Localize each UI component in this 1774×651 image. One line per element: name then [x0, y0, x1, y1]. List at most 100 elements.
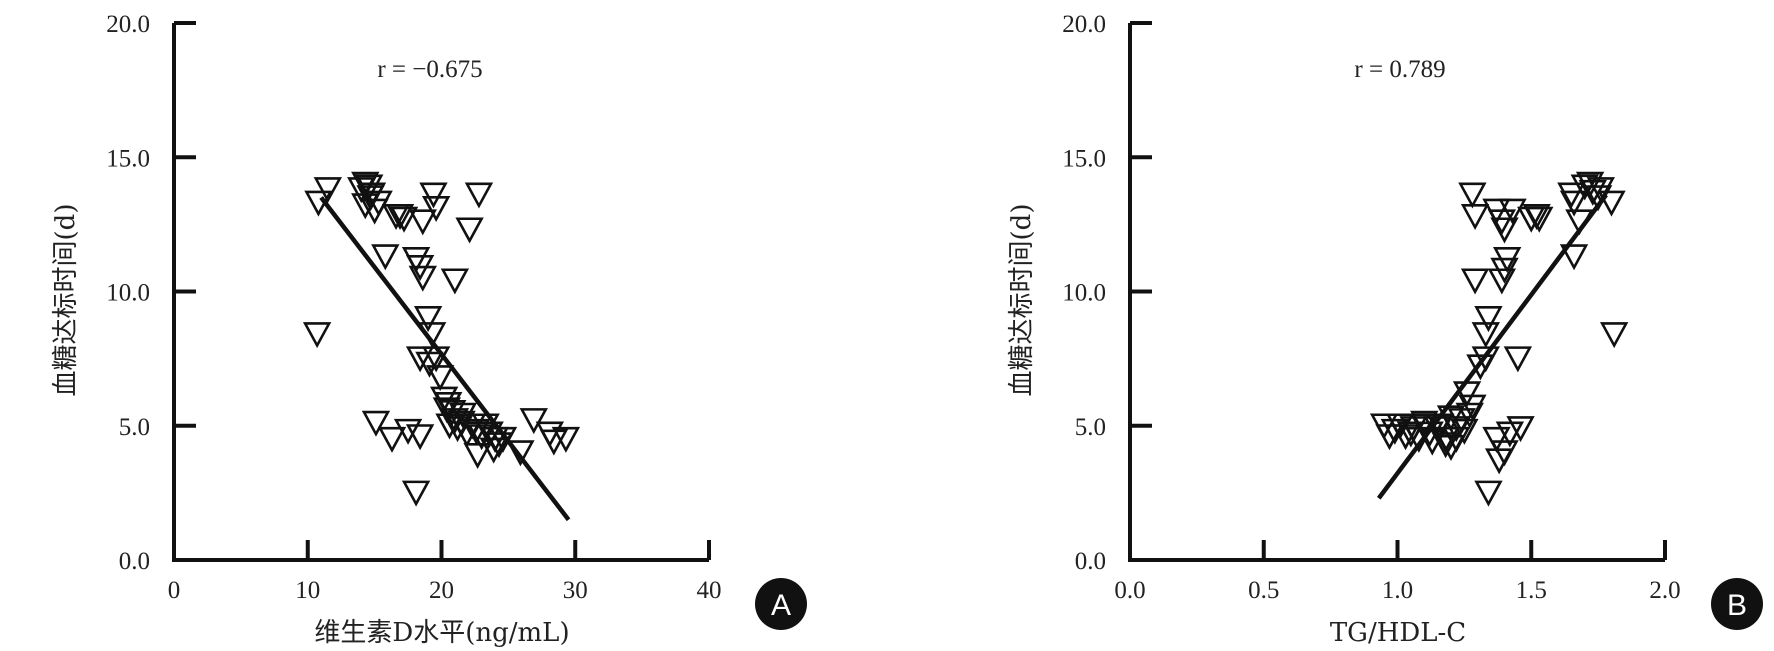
panel-a-data-point: [393, 418, 423, 445]
panel-a-data-point: [408, 209, 437, 236]
panel-a-x-tick-label: 20: [429, 577, 454, 604]
panel-b-data-point: [1495, 421, 1525, 448]
panel-b-data-point: [1492, 246, 1522, 273]
panel-a-data-point: [419, 182, 448, 209]
panel-b-data-point: [1498, 198, 1527, 225]
panel-a-scatter-chart: 0.05.010.015.020.0 0 10 20 30 40 r = −0.675 …: [51, 11, 807, 648]
panel-b-data-point: [1597, 190, 1626, 217]
panel-b-data-point: [1490, 257, 1519, 284]
panel-a-data-point: [506, 440, 535, 467]
panel-b-correlation: r = 0.789: [1354, 56, 1445, 83]
panel-a-data-point: [417, 322, 447, 349]
panel-a-x-tick-label: 10: [295, 577, 320, 604]
panel-b-data-point: [1458, 182, 1487, 209]
panel-b-data-point: [1490, 217, 1519, 244]
panel-a-data-point: [448, 402, 478, 429]
panel-a-data-point: [539, 429, 569, 456]
panel-b-data-point: [1431, 432, 1460, 459]
panel-b-data-point: [1375, 424, 1404, 451]
panel-a-data-point: [415, 351, 444, 378]
panel-a-data-point: [302, 322, 332, 349]
panel-a-data-point: [361, 410, 391, 437]
panel-a-x-ticks: 0 10 20 30 40: [168, 540, 722, 604]
panel-a-data-point: [405, 424, 435, 451]
panel-a-data-point: [421, 346, 451, 373]
panel-a-y-ticks: 0.0 5.0 10.0 15.0 20.0: [106, 11, 196, 575]
panel-b-y-ticks: 0.0 5.0 10.0 15.0 20.0: [1062, 11, 1152, 575]
panel-b-data-point: [1559, 244, 1589, 271]
panel-a-label-badge: [755, 578, 807, 630]
panel-b-x-tick-label: 0.0: [1114, 577, 1145, 604]
panel-a-data-point: [401, 480, 431, 507]
panel-a-x-tick-label: 0: [168, 577, 181, 604]
panel-b-data-point: [1455, 402, 1484, 429]
panel-b-data-point: [1452, 381, 1482, 408]
panel-a-data-point: [356, 185, 385, 212]
panel-a-data-point: [304, 190, 333, 217]
panel-b-x-axis-label: TG/HDL-C: [1330, 618, 1466, 648]
panel-a-axes: [172, 23, 709, 562]
panel-b-data-point: [1559, 190, 1589, 217]
panel-a-y-tick-label: 10.0: [106, 280, 150, 307]
panel-a-data-point: [389, 206, 419, 233]
panel-a-data-point: [421, 195, 451, 222]
panel-a-data-point: [377, 426, 407, 453]
panel-b-y-tick-label: 5.0: [1075, 414, 1106, 441]
panel-b-data-point: [1410, 410, 1439, 437]
panel-b-data-point: [1460, 204, 1490, 231]
panel-a-label-text: A: [771, 589, 791, 622]
panel-b-data-point: [1474, 480, 1503, 507]
panel-a-data-point: [440, 268, 470, 295]
panel-b-data-point: [1396, 421, 1426, 448]
panel-b-data-point: [1583, 185, 1613, 212]
panel-a-x-axis-label: 维生素D水平(ng/mL): [314, 618, 569, 648]
panel-b-scatter-chart: 0.0 5.0 10.0 15.0 20.0 0.0 0.5 1.0 1.5 2.0 r = 0…: [1007, 11, 1763, 648]
panel-b-data-point: [1450, 418, 1479, 445]
panel-a-data-point: [313, 177, 343, 204]
panel-a-data-point: [405, 346, 435, 373]
panel-b-data-point: [1599, 322, 1629, 349]
panel-b-data-point: [1482, 426, 1511, 453]
panel-a-data-point: [371, 244, 400, 271]
panel-a-data-point: [455, 217, 484, 244]
panel-b-x-tick-label: 1.0: [1382, 577, 1413, 604]
panel-b-y-tick-label: 10.0: [1062, 280, 1106, 307]
panel-a-y-tick-label: 15.0: [106, 145, 150, 172]
panel-b-data-point: [1506, 416, 1535, 443]
panel-b-data-point: [1575, 171, 1605, 198]
panel-b-data-point: [1484, 448, 1514, 475]
panel-a-data-point: [551, 426, 581, 453]
panel-b-data-point: [1557, 182, 1586, 209]
panel-b-label-badge: [1711, 578, 1763, 630]
panel-b-x-tick-label: 2.0: [1649, 577, 1680, 604]
panel-a-data-point: [381, 204, 411, 231]
panel-b-x-tick-label: 0.5: [1248, 577, 1279, 604]
panel-b-y-tick-label: 20.0: [1062, 11, 1106, 38]
panel-a-x-tick-label: 30: [563, 577, 588, 604]
panel-a-data-point: [425, 365, 455, 392]
panel-b-x-tick-label: 1.5: [1516, 577, 1547, 604]
panel-b-data-point: [1460, 268, 1490, 295]
panel-b-data-point: [1442, 426, 1471, 453]
panel-b-y-tick-label: 15.0: [1062, 145, 1106, 172]
panel-b-points: [1369, 171, 1629, 507]
panel-b-data-point: [1380, 418, 1410, 445]
panel-b-axes: [1128, 23, 1665, 562]
panel-b-data-point: [1426, 413, 1455, 440]
panel-a-data-point: [413, 306, 443, 333]
panel-a-data-point: [519, 408, 548, 435]
panel-a-correlation: r = −0.675: [377, 56, 482, 83]
panel-b-x-ticks: 0.0 0.5 1.0 1.5 2.0: [1114, 540, 1681, 604]
panel-a-data-point: [463, 442, 492, 469]
panel-b-data-point: [1565, 209, 1594, 236]
panel-b-y-axis-label: 血糖达标时间(d): [1007, 204, 1037, 397]
panel-a-y-tick-label: 0.0: [119, 548, 150, 575]
panel-a-points: [302, 171, 581, 507]
panel-a-data-point: [464, 182, 494, 209]
panel-b-data-point: [1525, 206, 1554, 233]
panel-b-data-point: [1487, 209, 1517, 236]
panel-b-data-point: [1586, 177, 1615, 204]
panel-a-data-point: [408, 265, 437, 292]
panel-a-regression-line: [319, 196, 571, 522]
